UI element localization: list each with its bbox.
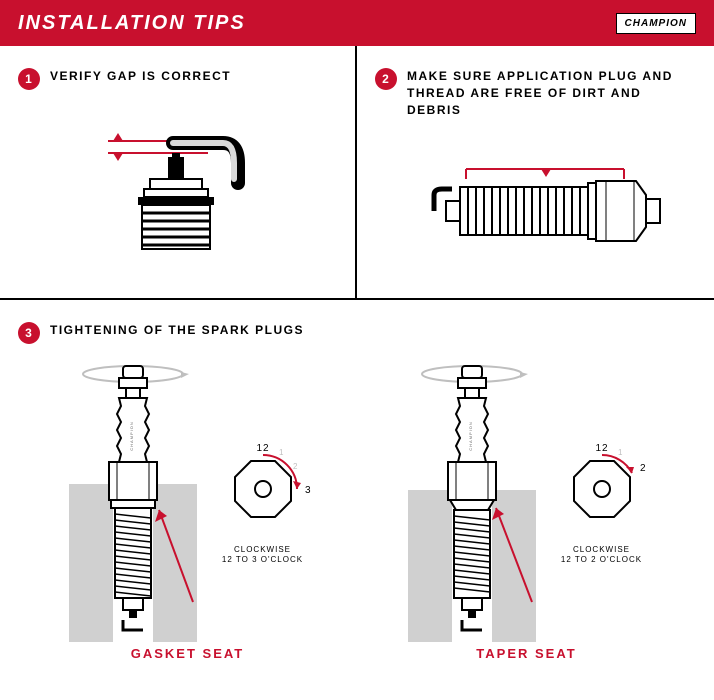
gasket-seat-panel: CHAMPION <box>18 362 357 661</box>
step-3-head: 3 TIGHTENING OF THE SPARK PLUGS <box>18 322 696 344</box>
brand-logo: CHAMPION <box>616 13 696 34</box>
thread-clean-svg <box>406 151 666 271</box>
taper-plug-svg: CHAMPION <box>402 362 542 642</box>
svg-text:CHAMPION: CHAMPION <box>129 422 134 452</box>
step-2-text: MAKE SURE APPLICATION PLUG AND THREAD AR… <box>407 68 696 118</box>
step-3-text: TIGHTENING OF THE SPARK PLUGS <box>50 322 304 339</box>
clock-1-b: 1 <box>618 448 623 457</box>
gap-verify-svg <box>78 113 278 253</box>
clock-12-b: 12 <box>595 443 608 454</box>
step-1-head: 1 VERIFY GAP IS CORRECT <box>18 68 337 90</box>
top-steps-grid: 1 VERIFY GAP IS CORRECT <box>0 46 714 300</box>
step-1-illustration <box>18 108 337 258</box>
gasket-plug-svg: CHAMPION <box>63 362 203 642</box>
step-2-cell: 2 MAKE SURE APPLICATION PLUG AND THREAD … <box>357 46 714 298</box>
step-1-cell: 1 VERIFY GAP IS CORRECT <box>0 46 357 298</box>
gasket-clock-label: CLOCKWISE 12 TO 3 O'CLOCK <box>222 545 303 566</box>
svg-text:CHAMPION: CHAMPION <box>468 422 473 452</box>
page-title: INSTALLATION TIPS <box>18 12 246 35</box>
gasket-seat-label: GASKET SEAT <box>18 646 357 661</box>
gasket-clock-svg: 12 1 2 3 <box>213 439 313 539</box>
gasket-clock-col: 12 1 2 3 CLOCKWISE 12 TO 3 O'CLOCK <box>213 439 313 566</box>
tightening-grid: CHAMPION <box>18 362 696 661</box>
step-1-number: 1 <box>18 68 40 90</box>
clock-2: 2 <box>293 462 298 471</box>
step-1-text: VERIFY GAP IS CORRECT <box>50 68 231 85</box>
clock-3: 3 <box>305 485 312 496</box>
taper-clock-svg: 12 1 2 <box>552 439 652 539</box>
taper-seat-panel: CHAMPION <box>357 362 696 661</box>
taper-seat-label: TAPER SEAT <box>357 646 696 661</box>
header-bar: INSTALLATION TIPS CHAMPION <box>0 0 714 46</box>
clock-1: 1 <box>279 448 284 457</box>
step-3-section: 3 TIGHTENING OF THE SPARK PLUGS <box>0 300 714 683</box>
step-2-illustration <box>375 136 696 286</box>
clock-2-b: 2 <box>640 463 647 474</box>
step-2-number: 2 <box>375 68 397 90</box>
step-3-number: 3 <box>18 322 40 344</box>
taper-clock-col: 12 1 2 CLOCKWISE 12 TO 2 O'CLOCK <box>552 439 652 566</box>
clock-12: 12 <box>256 443 269 454</box>
taper-clock-label: CLOCKWISE 12 TO 2 O'CLOCK <box>561 545 642 566</box>
step-2-head: 2 MAKE SURE APPLICATION PLUG AND THREAD … <box>375 68 696 118</box>
